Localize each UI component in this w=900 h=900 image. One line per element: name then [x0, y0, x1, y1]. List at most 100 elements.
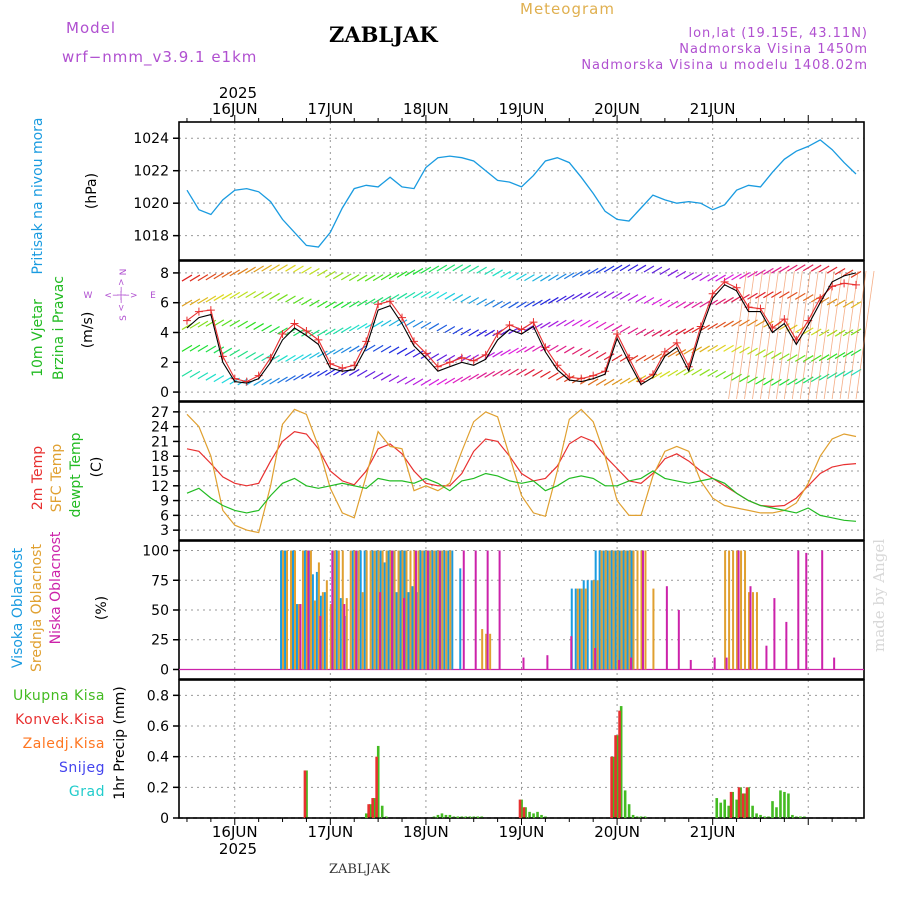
wind-barb	[850, 349, 862, 357]
wind-barb	[500, 349, 511, 357]
wind-gust-marker	[696, 322, 705, 331]
wind-barb	[779, 353, 790, 361]
precip-frame	[178, 679, 865, 819]
wind-hatch	[752, 270, 771, 400]
wind-barb	[579, 291, 591, 299]
wind-barb	[277, 294, 288, 302]
cloud_high-bar	[582, 580, 585, 670]
wind-barb	[340, 301, 352, 309]
wind-barb	[763, 378, 774, 386]
wind-barb	[221, 347, 233, 355]
wind-barb	[213, 294, 225, 302]
wind-barb	[850, 328, 862, 336]
wind-gust-marker	[505, 321, 514, 330]
wind-hatch	[855, 270, 875, 400]
pressure-ytick-label: 1018	[133, 229, 169, 245]
cloud_low-bar	[713, 657, 716, 670]
cloud_mid-bar	[724, 550, 727, 670]
top-date-label: 18JUN	[403, 100, 449, 118]
precip_total-bar	[763, 816, 766, 818]
cloud_high-bar	[598, 550, 601, 670]
wind-barb	[213, 319, 225, 327]
wind-barb	[587, 378, 599, 386]
cloud_mid-bar	[437, 550, 440, 670]
wind-barb	[556, 319, 567, 327]
wind-barb	[763, 291, 774, 299]
cloud_mid-bar	[740, 550, 743, 670]
precip_total-bar	[775, 807, 778, 818]
compass-e: E	[150, 291, 156, 301]
precip_total-bar	[619, 706, 623, 818]
precip_total-bar	[803, 816, 806, 818]
cloud_low-bar	[331, 550, 334, 670]
wind-barb	[771, 352, 782, 360]
wind-barb	[348, 274, 360, 282]
wind-barb	[213, 375, 225, 383]
wind-barb	[715, 344, 726, 352]
wind-barb	[388, 272, 400, 280]
wind-barb	[731, 273, 742, 281]
cloud_low-bar	[785, 621, 788, 670]
precip-legend-1: Ukupna Kisa	[13, 688, 105, 704]
cloud_mid-bar	[417, 550, 420, 670]
cloud_low-bar	[522, 657, 525, 670]
cloud_high-bar	[602, 550, 605, 670]
precip_total-bar	[432, 816, 436, 818]
cloud_mid-bar	[305, 550, 308, 670]
wind-barb	[787, 378, 798, 386]
wind-barb	[779, 291, 790, 299]
cloud_mid-bar	[596, 580, 599, 670]
wind-barb	[707, 274, 718, 282]
cloud-ytick-label: 0	[160, 662, 169, 678]
cloud_mid-bar	[441, 550, 444, 670]
cloud_high-bar	[626, 550, 629, 670]
cloud-ytick-label: 25	[151, 633, 169, 649]
precip-legend-3: Zaledj.Kisa	[23, 736, 105, 752]
wind-barb	[563, 294, 575, 302]
wind-barb	[380, 345, 392, 353]
precip-legend-5: Grad	[69, 784, 105, 800]
wind-hatch	[728, 270, 747, 400]
precip_conv-bar	[618, 710, 621, 818]
wind-barb	[452, 264, 464, 272]
wind-barb	[627, 264, 639, 272]
bottom-year-label: 2025	[219, 840, 257, 858]
cloud_mid-bar	[401, 550, 404, 670]
wind-barb	[468, 265, 480, 273]
wind-gust-marker	[493, 329, 502, 338]
wind-barb	[842, 350, 854, 358]
cloud_low-bar	[630, 657, 633, 670]
cloud-axis-title-3: Niska Oblacnost	[48, 531, 64, 644]
wind-barb	[548, 274, 559, 282]
wind-gust-marker	[362, 337, 371, 346]
wind-hatch	[760, 270, 779, 400]
wind-barb	[500, 301, 511, 309]
cloud_mid-bar	[576, 588, 579, 670]
wind-barb	[372, 344, 384, 352]
wind-barb	[269, 325, 280, 334]
wind-barb	[635, 264, 647, 272]
wind-barb	[802, 264, 814, 272]
wind-ytick-label: 4	[160, 325, 169, 341]
wind-barb	[285, 295, 296, 303]
pressure-ytick-label: 1020	[133, 196, 169, 212]
wind-barb	[715, 370, 726, 378]
cloud_mid-bar	[341, 550, 344, 670]
wind-gust-marker	[469, 356, 478, 365]
precip_total-bar	[635, 816, 639, 818]
cloud_low-bar	[833, 657, 836, 670]
cloud_mid-bar	[409, 550, 412, 670]
wind-barb	[548, 344, 559, 352]
wind-barb	[396, 347, 408, 355]
wind-barb	[253, 353, 264, 361]
model-altitude-label: Nadmorska Visina u modelu 1408.02m	[581, 58, 868, 73]
wind-barb	[667, 269, 679, 277]
cloud_low-bar	[319, 615, 322, 670]
wind-barb	[484, 370, 495, 378]
cloud_low-bar	[343, 604, 346, 670]
wind-barb	[810, 264, 822, 272]
wind-barb	[261, 378, 272, 386]
wind-barb	[587, 350, 599, 358]
cloud_low-bar	[414, 550, 417, 670]
